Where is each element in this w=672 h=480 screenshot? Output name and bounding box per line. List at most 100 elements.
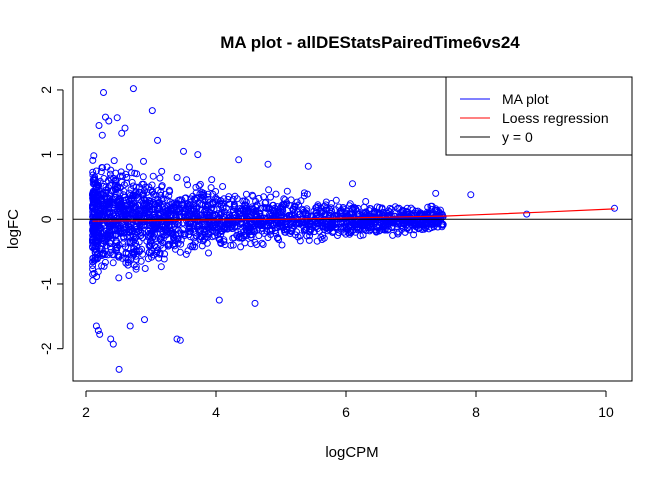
data-point bbox=[138, 206, 146, 214]
data-point bbox=[159, 227, 167, 235]
data-point bbox=[184, 220, 192, 228]
data-point bbox=[127, 226, 135, 234]
data-point bbox=[177, 236, 185, 244]
data-point bbox=[359, 231, 367, 239]
y-tick-label: -1 bbox=[38, 278, 54, 291]
data-point bbox=[217, 239, 225, 246]
data-point bbox=[209, 190, 217, 198]
data-point bbox=[296, 232, 304, 240]
data-point bbox=[248, 231, 256, 239]
data-point bbox=[141, 207, 149, 215]
data-point bbox=[296, 237, 304, 245]
data-point bbox=[100, 262, 108, 270]
x-tick-label: 10 bbox=[598, 404, 614, 420]
data-point bbox=[132, 265, 140, 273]
data-point bbox=[342, 230, 350, 238]
data-point bbox=[229, 195, 237, 203]
data-point bbox=[238, 205, 245, 213]
data-point bbox=[108, 187, 116, 195]
y-tick-label: 1 bbox=[38, 150, 54, 158]
data-point bbox=[129, 248, 136, 256]
data-point bbox=[230, 214, 238, 222]
data-point bbox=[148, 107, 156, 115]
data-point bbox=[131, 249, 139, 256]
data-point bbox=[192, 211, 200, 219]
data-point bbox=[166, 205, 174, 213]
data-point bbox=[412, 220, 420, 228]
data-point bbox=[155, 199, 163, 207]
data-point bbox=[130, 236, 138, 243]
data-point bbox=[112, 177, 119, 185]
data-point bbox=[102, 227, 110, 235]
x-tick-label: 2 bbox=[82, 404, 90, 420]
data-point bbox=[124, 261, 132, 269]
data-point bbox=[126, 237, 134, 245]
data-point bbox=[196, 227, 204, 235]
data-point bbox=[153, 248, 161, 256]
data-point bbox=[384, 226, 391, 234]
data-point bbox=[114, 251, 122, 259]
data-point bbox=[251, 299, 259, 307]
data-point bbox=[260, 193, 268, 201]
data-point bbox=[291, 203, 299, 211]
data-point bbox=[411, 226, 419, 234]
data-point bbox=[208, 176, 216, 184]
data-point bbox=[396, 214, 404, 222]
data-point bbox=[115, 241, 123, 249]
data-point bbox=[90, 195, 97, 203]
data-point bbox=[306, 221, 314, 229]
data-point bbox=[180, 147, 187, 155]
chart-title: MA plot - allDEStatsPairedTime6vs24 bbox=[220, 33, 520, 52]
data-point bbox=[395, 204, 403, 212]
data-point bbox=[100, 203, 108, 211]
data-point bbox=[439, 221, 447, 229]
data-point bbox=[105, 117, 113, 125]
data-point bbox=[181, 208, 189, 216]
data-point bbox=[432, 189, 440, 197]
data-point bbox=[611, 204, 618, 212]
data-point bbox=[264, 160, 272, 168]
data-point bbox=[209, 201, 217, 209]
data-point bbox=[90, 257, 98, 265]
data-point bbox=[121, 193, 129, 201]
data-point bbox=[282, 220, 290, 228]
data-point bbox=[136, 183, 143, 191]
data-point bbox=[146, 222, 154, 230]
data-point bbox=[116, 194, 124, 202]
data-point bbox=[306, 232, 314, 240]
data-point bbox=[199, 192, 207, 199]
data-point bbox=[121, 124, 129, 132]
data-point bbox=[322, 201, 330, 209]
data-point bbox=[133, 170, 141, 178]
data-point bbox=[214, 231, 221, 239]
data-point bbox=[97, 168, 105, 176]
data-point bbox=[247, 227, 255, 235]
data-point bbox=[204, 229, 212, 237]
data-point bbox=[243, 209, 251, 217]
data-point bbox=[182, 205, 190, 212]
data-point bbox=[124, 201, 131, 209]
data-point bbox=[110, 203, 118, 211]
data-point bbox=[280, 201, 288, 209]
data-point bbox=[89, 277, 97, 285]
data-point bbox=[173, 335, 181, 343]
data-point bbox=[155, 254, 163, 262]
legend-label-loess: Loess regression bbox=[502, 110, 609, 126]
data-point bbox=[154, 136, 161, 144]
data-point bbox=[299, 206, 307, 214]
data-point bbox=[213, 195, 221, 203]
data-point bbox=[300, 192, 308, 200]
y-tick-label: 0 bbox=[38, 215, 54, 223]
data-point bbox=[162, 207, 170, 215]
x-axis-label: logCPM bbox=[325, 444, 378, 461]
data-point bbox=[99, 164, 106, 172]
data-point bbox=[231, 210, 239, 218]
data-point bbox=[320, 202, 328, 210]
data-point bbox=[109, 259, 117, 267]
data-point bbox=[138, 245, 146, 253]
data-point bbox=[318, 236, 326, 243]
data-point bbox=[252, 211, 260, 219]
data-point bbox=[283, 213, 291, 221]
legend-label-zero: y = 0 bbox=[502, 129, 533, 145]
data-point bbox=[389, 231, 397, 239]
